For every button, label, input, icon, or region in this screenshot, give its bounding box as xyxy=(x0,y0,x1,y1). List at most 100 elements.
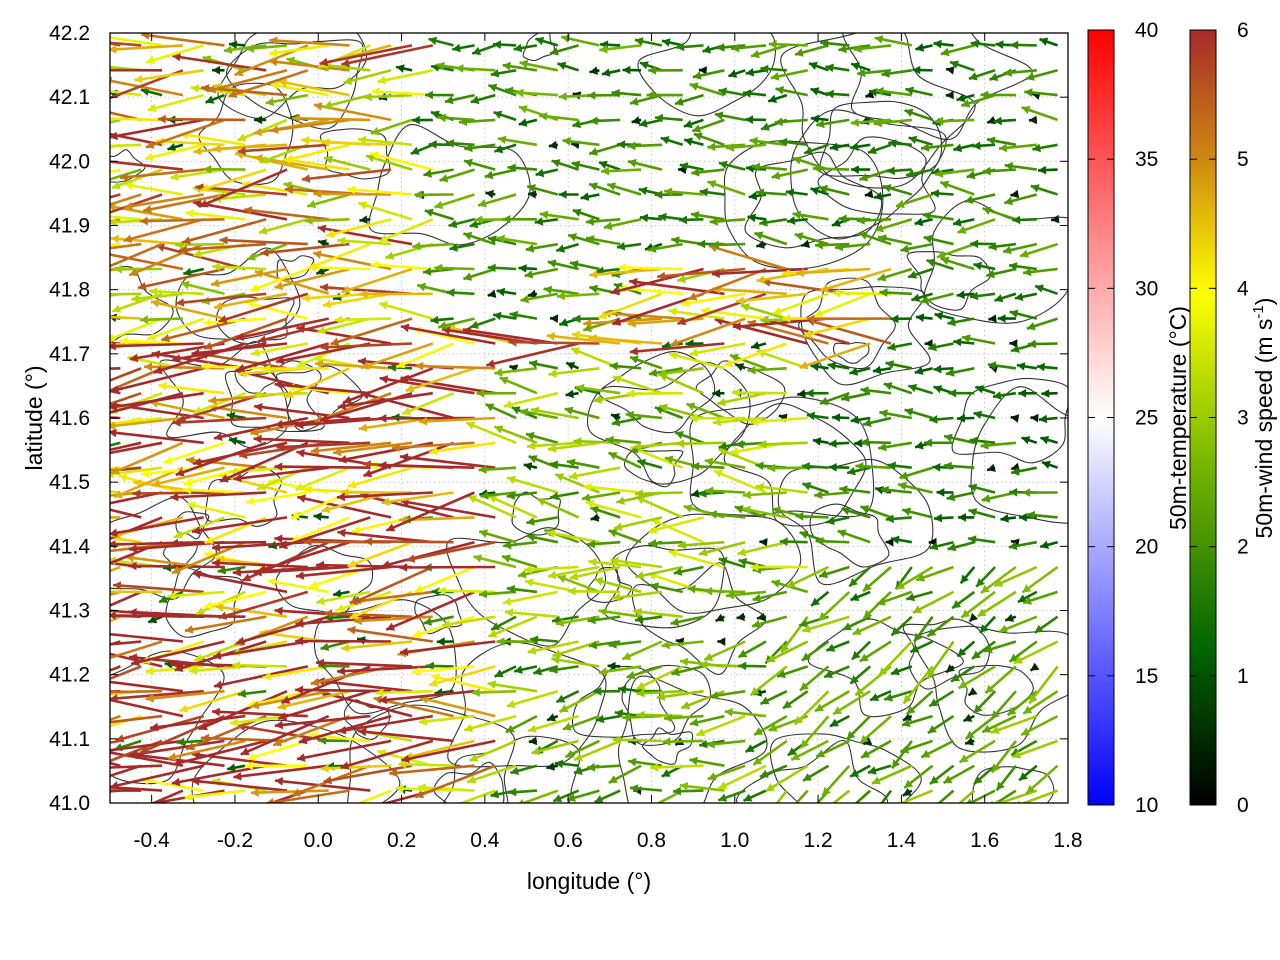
wind-arrow xyxy=(699,660,746,670)
wind-arrow xyxy=(313,102,392,122)
wind-arrow-shaft xyxy=(573,739,621,762)
wind-arrow-shaft xyxy=(385,491,476,532)
wind-arrow xyxy=(557,61,579,72)
wind-arrow xyxy=(887,342,913,351)
wind-arrow xyxy=(444,93,475,105)
wind-arrow xyxy=(687,267,767,301)
wind-arrow-head xyxy=(589,116,598,126)
wind-arrow xyxy=(569,565,621,581)
wind-arrow xyxy=(747,213,767,223)
wind-arrow-head xyxy=(308,261,318,270)
wind-arrow-head xyxy=(200,183,210,193)
wind-arrow xyxy=(961,334,996,345)
wind-arrow-head xyxy=(716,43,725,52)
wind-arrow-head xyxy=(819,569,828,579)
wind-arrow xyxy=(912,590,955,614)
wind-arrow-head xyxy=(111,181,121,190)
wind-arrow-head xyxy=(1027,339,1036,349)
wind-arrow xyxy=(405,367,475,393)
wind-arrow xyxy=(588,557,642,569)
y-tick-label: 41.7 xyxy=(49,343,90,366)
wind-arrow-head xyxy=(754,231,764,240)
wind-arrow-shaft xyxy=(110,590,142,607)
wind-arrow-head xyxy=(244,206,253,215)
wind-arrow-shaft xyxy=(337,714,434,733)
wind-arrow-shaft xyxy=(260,242,350,255)
wind-arrow xyxy=(450,789,496,803)
wind-arrow-shaft xyxy=(203,317,288,350)
wind-arrow-head xyxy=(569,471,578,480)
wind-arrow-head xyxy=(672,786,681,796)
wind-arrow-head xyxy=(749,136,758,146)
wind-arrow-head xyxy=(217,815,226,823)
wind-arrow-head xyxy=(851,650,861,660)
wind-arrow-head xyxy=(340,761,350,770)
wind-arrow xyxy=(933,513,954,523)
wind-arrow xyxy=(942,764,975,785)
wind-arrow-head xyxy=(631,116,641,125)
wind-arrow xyxy=(1010,40,1037,50)
wind-arrow-head xyxy=(251,348,260,357)
wind-arrow xyxy=(674,431,704,445)
wind-arrow-head xyxy=(751,162,761,172)
wind-arrow xyxy=(424,90,454,100)
wind-arrow xyxy=(496,637,537,646)
wind-arrow-head xyxy=(874,35,884,44)
wind-arrow-head xyxy=(1051,214,1060,224)
wind-arrow-head xyxy=(1030,184,1040,193)
wind-arrow-head xyxy=(485,189,494,199)
wind-arrow-head xyxy=(676,439,685,448)
wind-arrow-head xyxy=(801,652,811,661)
wind-arrow xyxy=(755,482,808,494)
wind-arrow xyxy=(265,93,309,106)
wind-arrow xyxy=(718,87,746,97)
wind-arrow-head xyxy=(799,361,809,370)
wind-arrow xyxy=(758,440,808,449)
wind-arrow xyxy=(825,516,850,525)
wind-arrow xyxy=(880,485,912,495)
wind-arrow-head xyxy=(1041,389,1050,398)
wind-arrow-head xyxy=(718,557,728,566)
colorbar-tick-label: 5 xyxy=(1237,148,1249,171)
wind-arrow xyxy=(201,362,267,371)
wind-arrow xyxy=(346,185,413,196)
wind-arrow xyxy=(845,715,872,741)
wind-arrow xyxy=(819,267,892,293)
wind-arrow-head xyxy=(765,783,775,792)
wind-arrow xyxy=(878,441,913,452)
wind-arrow xyxy=(718,160,746,171)
wind-arrow-shaft xyxy=(668,309,725,320)
wind-arrow-head xyxy=(260,248,269,257)
wind-arrow-head xyxy=(655,113,664,123)
wind-arrow-head xyxy=(920,296,930,305)
wind-arrow-head xyxy=(767,463,776,473)
wind-arrow xyxy=(654,113,683,123)
wind-arrow xyxy=(664,713,704,723)
wind-arrow xyxy=(879,409,913,420)
wind-arrow-head xyxy=(463,272,473,281)
wind-arrow xyxy=(874,35,913,47)
wind-arrow-head xyxy=(131,294,140,303)
wind-arrow-head xyxy=(337,401,347,411)
wind-arrow xyxy=(237,689,267,698)
contour-line xyxy=(958,664,1034,716)
wind-arrow-head xyxy=(537,498,547,506)
wind-arrow-head xyxy=(680,657,689,667)
wind-arrow-head xyxy=(837,529,847,538)
wind-arrow xyxy=(703,640,746,662)
wind-arrow-head xyxy=(751,341,760,350)
wind-arrow-head xyxy=(381,497,390,506)
wind-arrow-head xyxy=(870,693,880,701)
wind-arrow xyxy=(270,81,329,97)
wind-arrow-head xyxy=(194,653,204,662)
wind-arrow xyxy=(823,665,850,679)
wind-arrow-head xyxy=(269,48,278,57)
wind-arrow-head xyxy=(353,616,362,626)
wind-arrow-shaft xyxy=(602,311,683,320)
wind-arrow xyxy=(295,565,392,580)
wind-arrow-head xyxy=(147,103,157,113)
wind-arrow xyxy=(1011,739,1059,759)
wind-arrow xyxy=(419,416,496,426)
wind-arrow xyxy=(110,689,121,693)
wind-arrow-head xyxy=(668,307,677,316)
